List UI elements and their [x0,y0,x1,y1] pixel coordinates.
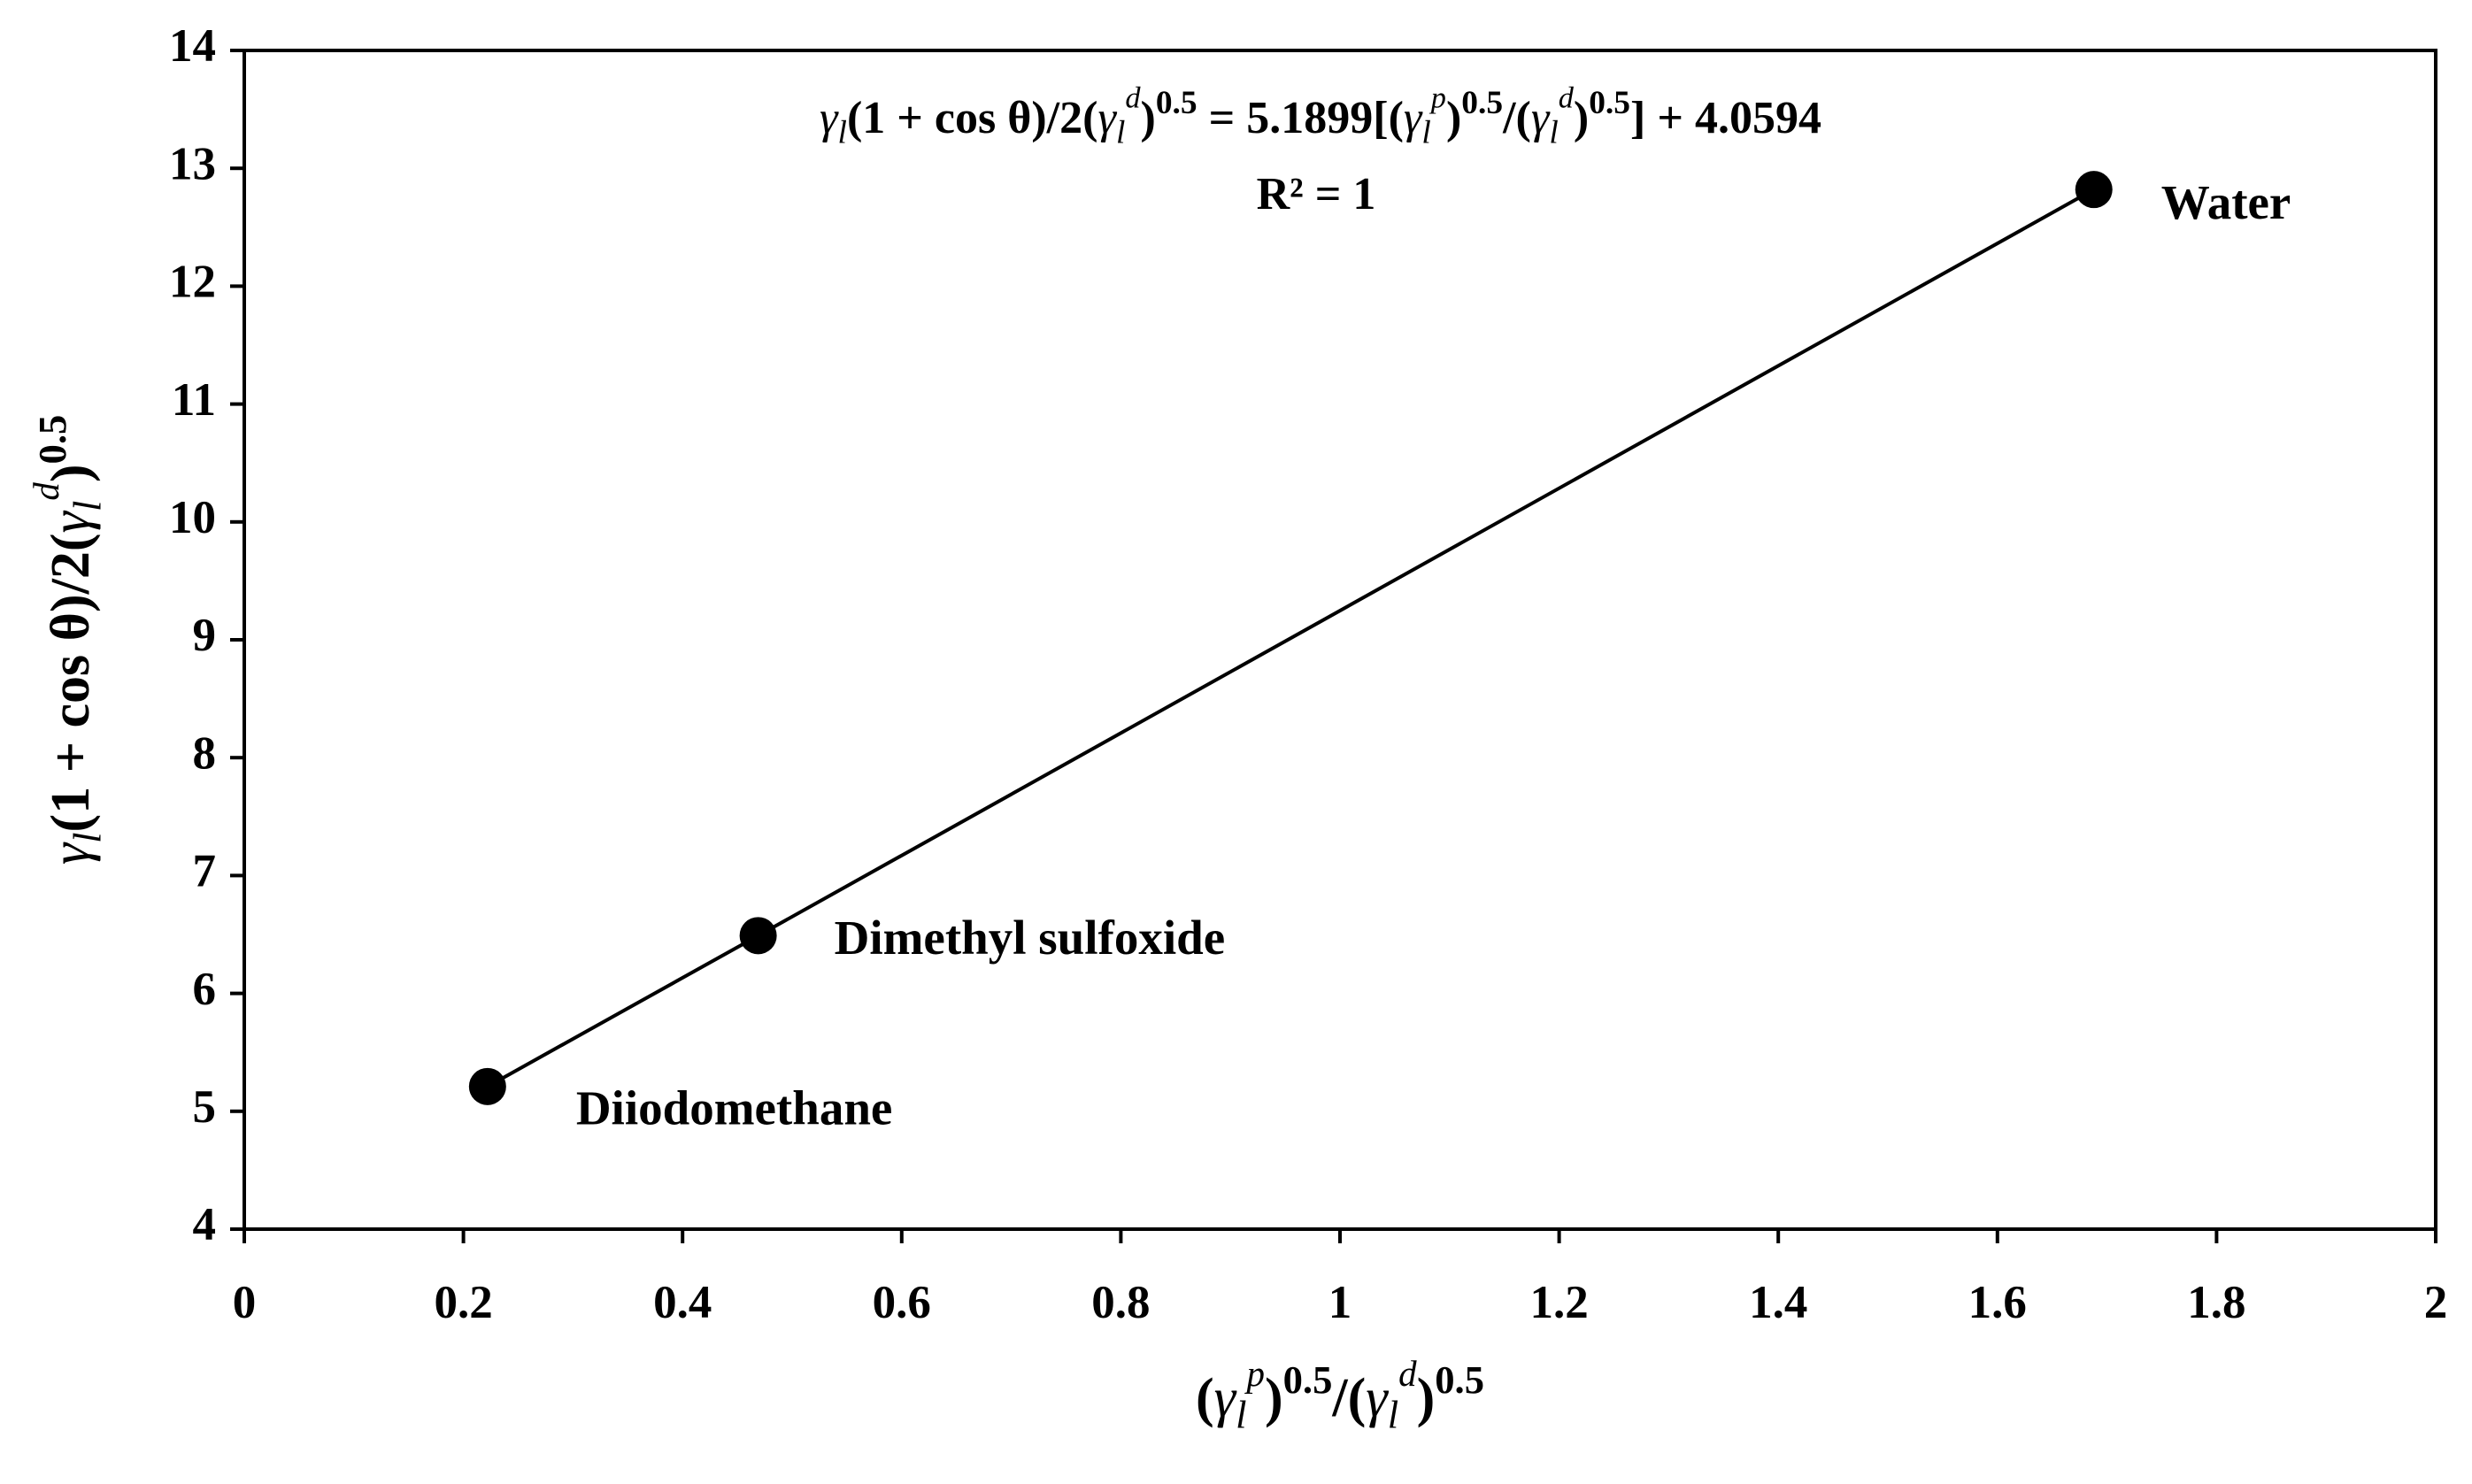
text-fragment: ) [41,464,101,482]
text-fragment: /( [1502,93,1531,143]
trend-line [486,188,2095,1088]
y-tick-label: 9 [193,610,217,661]
y-tick-label: 7 [193,846,217,897]
x-tick-label: 1.4 [1749,1277,1807,1328]
text-fragment: l [1388,1393,1398,1437]
x-tick-label: 1.8 [2187,1277,2245,1328]
text-fragment: γ [1366,1368,1389,1428]
text-fragment: l [1236,1393,1246,1437]
equation: γl(1 + cos θ)/2(γld)0.5 = 5.1899[(γlp)0.… [820,81,1821,150]
text-fragment: l [65,832,110,842]
text-fragment: l [1421,114,1430,150]
text-fragment: 0.5 [1156,85,1197,121]
x-tick-label: 1.6 [1968,1277,2027,1328]
text-fragment: l [65,501,110,511]
point-label: Water [2161,175,2291,229]
text-fragment: p [1429,81,1446,114]
text-fragment: = 5.1899[( [1197,93,1404,143]
text-fragment: l [1116,114,1125,150]
y-tick-label: 5 [193,1081,217,1133]
x-tick-label: 0.4 [653,1277,712,1328]
text-fragment: (1 + cos θ)/2( [41,533,101,832]
y-axis-title: γl(1 + cos θ)/2(γld)0.5 [27,415,110,865]
text-fragment: ) [1446,93,1461,143]
y-tick-label: 11 [172,374,216,426]
text-fragment: γ [1404,93,1423,143]
text-fragment: d [27,482,66,501]
text-fragment: ) [1417,1368,1436,1428]
r-squared: R² = 1 [1257,169,1376,219]
text-fragment: ) [1141,93,1156,143]
data-point [739,917,777,955]
text-fragment: 0.5 [1283,1357,1333,1402]
text-fragment: 0.5 [1435,1357,1484,1402]
text-fragment: γ [41,510,101,533]
text-fragment: ] + 4.0594 [1630,93,1821,143]
x-tick-label: 2 [2424,1277,2448,1328]
text-fragment: l [838,114,847,150]
text-fragment: ) [1265,1368,1283,1428]
y-tick-label: 4 [193,1199,217,1250]
text-fragment: p [1244,1354,1265,1394]
y-tick-label: 6 [193,964,217,1015]
x-tick-label: 0.8 [1091,1277,1150,1328]
point-label: Dimethyl sulfoxide [835,911,1226,965]
text-fragment: γ [1531,93,1551,143]
y-tick-label: 13 [169,138,216,189]
text-fragment: 0.5 [30,415,74,465]
x-axis-title: (γlp)0.5/(γld)0.5 [1196,1354,1484,1437]
x-tick-label: 1 [1328,1277,1352,1328]
y-tick-label: 12 [169,257,216,308]
text-fragment: γ [41,842,101,865]
plot-frame [243,49,2437,1231]
text-fragment: 0.5 [1461,85,1503,121]
text-fragment: (1 + cos θ)/2( [847,93,1098,143]
x-tick-label: 0.2 [434,1277,492,1328]
data-point [468,1067,506,1105]
text-fragment: d [1125,81,1141,114]
data-point [2075,171,2113,209]
text-fragment: l [1549,114,1558,150]
x-tick-label: 0.6 [873,1277,931,1328]
text-fragment: 0.5 [1589,85,1630,121]
y-tick-label: 8 [193,727,217,779]
x-tick-label: 0 [233,1277,257,1328]
text-fragment: /( [1331,1368,1366,1428]
point-label: Diiodomethane [576,1080,893,1134]
text-fragment: γ [1214,1368,1237,1428]
text-fragment: ( [1196,1368,1214,1428]
text-fragment: d [1398,1354,1417,1394]
text-fragment: γ [1097,93,1117,143]
text-fragment: d [1559,81,1575,114]
text-fragment: γ [820,93,839,143]
y-tick-label: 10 [169,492,216,543]
y-tick-label: 14 [169,20,216,72]
text-fragment: ) [1574,93,1589,143]
x-tick-label: 1.2 [1529,1277,1588,1328]
